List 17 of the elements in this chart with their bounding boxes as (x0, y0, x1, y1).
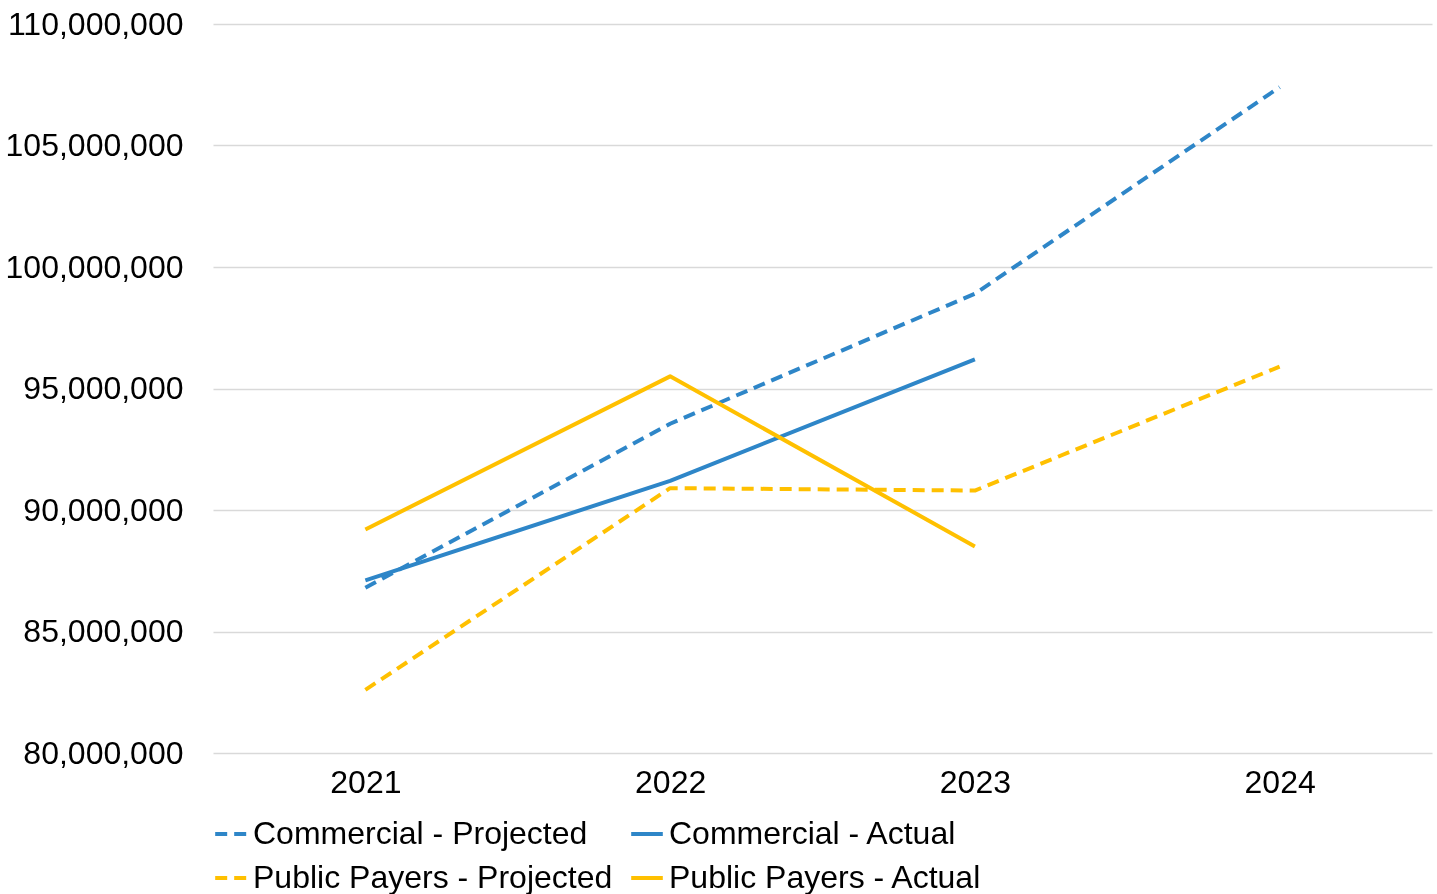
y-tick-label: 85,000,000 (23, 613, 184, 649)
y-tick-label: 110,000,000 (7, 5, 184, 42)
y-tick-label: 100,000,000 (5, 248, 184, 285)
legend-label: Commercial - Projected (253, 815, 588, 851)
line-series (363, 364, 1282, 692)
x-tick-label: 2024 (1244, 763, 1316, 800)
x-tick-label: 2023 (939, 763, 1011, 800)
y-tick-label: 90,000,000 (23, 491, 184, 528)
y-tick-label: 95,000,000 (23, 370, 184, 406)
legend-label: Public Payers - Projected (253, 859, 613, 894)
x-tick-label: 2022 (635, 763, 707, 800)
line-series (363, 85, 1282, 590)
y-tick-label: 80,000,000 (23, 734, 184, 771)
legend-label: Commercial - Actual (669, 815, 956, 851)
y-tick-label: 105,000,000 (5, 127, 184, 163)
legend-label: Public Payers - Actual (669, 859, 981, 894)
x-tick-label: 2021 (330, 763, 402, 800)
